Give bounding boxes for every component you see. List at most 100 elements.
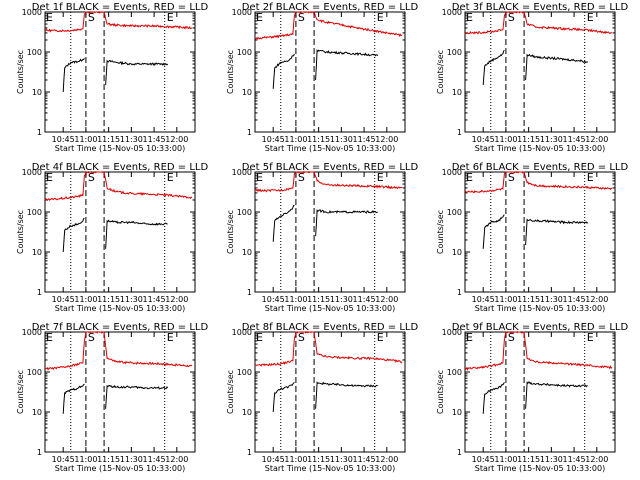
x-tick-label: 10:45: [52, 135, 75, 144]
x-tick-label: 11:15: [307, 135, 330, 144]
lld-series-line: [254, 11, 403, 40]
y-tick-label: 10: [452, 408, 462, 417]
x-axis-label: Start Time (15-Nov-05 10:33:00): [55, 464, 185, 473]
y-tick-label: 1000: [442, 8, 462, 17]
y-tick-label: 1: [457, 128, 462, 137]
x-tick-label: 11:45: [143, 455, 166, 464]
y-tick-label: 1: [457, 448, 462, 457]
x-axis-label: Start Time (15-Nov-05 10:33:00): [265, 304, 395, 313]
y-axis-label: Counts/sec: [16, 210, 25, 254]
y-axis-label: Counts/sec: [16, 370, 25, 414]
detector-panel: Det 2f BLACK = Events, RED = LLD 1 10 100 10…: [226, 2, 418, 153]
y-axis-label: Counts/sec: [436, 210, 445, 254]
y-tick-label: 1: [37, 128, 42, 137]
events-series-line: [482, 49, 505, 86]
events-series-line: [105, 384, 169, 409]
x-tick-label: 10:45: [472, 135, 495, 144]
x-tick-label: 12:00: [375, 135, 398, 144]
y-axis-label: Counts/sec: [226, 370, 235, 414]
y-tick-label: 100: [237, 208, 252, 217]
plot-frame: [254, 171, 406, 293]
y-tick-label: 1: [247, 128, 252, 137]
x-tick-label: 11:00: [74, 455, 97, 464]
events-series-line: [482, 214, 505, 249]
x-tick-label: 11:30: [540, 295, 563, 304]
panel-title: Det 7f BLACK = Events, RED = LLD: [32, 322, 209, 333]
x-axis-label: Start Time (15-Nov-05 10:33:00): [475, 144, 605, 153]
x-tick-label: 11:15: [517, 455, 540, 464]
y-tick-label: 10: [452, 88, 462, 97]
event-marker-label: S: [508, 171, 515, 184]
lld-series-line: [464, 171, 613, 194]
detector-panel: Det 3f BLACK = Events, RED = LLD 1 10 100 10…: [436, 2, 628, 153]
y-tick-label: 1: [457, 288, 462, 297]
event-marker-label: E: [377, 11, 384, 24]
event-marker-label: E: [46, 331, 53, 344]
events-series-line: [525, 381, 588, 409]
y-tick-label: 1: [247, 288, 252, 297]
x-tick-label: 11:15: [517, 135, 540, 144]
x-tick-label: 11:30: [330, 455, 353, 464]
event-marker-label: E: [466, 171, 473, 184]
y-tick-label: 1: [37, 288, 42, 297]
lld-series-line: [464, 11, 613, 35]
lld-series-line: [44, 331, 193, 371]
x-tick-label: 11:00: [284, 295, 307, 304]
plot-frame: [464, 171, 616, 293]
lld-series-line: [44, 11, 193, 33]
event-marker-label: E: [167, 171, 174, 184]
event-marker-label: S: [508, 11, 515, 24]
event-marker-label: S: [508, 331, 515, 344]
y-tick-label: 1000: [22, 8, 42, 17]
x-tick-label: 11:00: [74, 135, 97, 144]
y-axis-label: Counts/sec: [16, 50, 25, 94]
x-tick-label: 11:00: [74, 295, 97, 304]
x-tick-label: 11:00: [494, 455, 517, 464]
y-tick-label: 100: [27, 48, 42, 57]
x-axis-label: Start Time (15-Nov-05 10:33:00): [265, 144, 395, 153]
x-axis-label: Start Time (15-Nov-05 10:33:00): [265, 464, 395, 473]
lld-series-line: [464, 331, 613, 371]
events-series-line: [272, 204, 295, 242]
event-marker-label: S: [88, 11, 95, 24]
events-series-line: [105, 59, 169, 86]
x-tick-label: 10:45: [262, 295, 285, 304]
x-tick-label: 12:00: [375, 455, 398, 464]
x-axis-label: Start Time (15-Nov-05 10:33:00): [475, 304, 605, 313]
x-tick-label: 12:00: [165, 455, 188, 464]
plot-frame: [44, 11, 196, 133]
x-tick-label: 10:45: [52, 295, 75, 304]
x-tick-label: 11:15: [97, 135, 120, 144]
plot-frame: [464, 331, 616, 453]
y-tick-label: 10: [32, 88, 42, 97]
events-series-line: [315, 209, 378, 237]
x-tick-label: 12:00: [165, 135, 188, 144]
plot-frame: [44, 331, 196, 453]
y-tick-label: 10: [32, 408, 42, 417]
x-tick-label: 11:45: [563, 135, 586, 144]
event-marker-label: S: [88, 331, 95, 344]
x-tick-label: 12:00: [585, 455, 608, 464]
event-marker-label: E: [466, 331, 473, 344]
events-series-line: [525, 218, 589, 246]
x-tick-label: 11:00: [494, 295, 517, 304]
y-tick-label: 100: [447, 368, 462, 377]
x-tick-label: 11:45: [143, 295, 166, 304]
x-tick-label: 11:00: [494, 135, 517, 144]
event-marker-label: E: [587, 171, 594, 184]
plot-frame: [44, 171, 196, 293]
x-tick-label: 12:00: [375, 295, 398, 304]
y-axis-label: Counts/sec: [226, 210, 235, 254]
y-tick-label: 100: [27, 368, 42, 377]
y-tick-label: 10: [452, 248, 462, 257]
x-tick-label: 12:00: [165, 295, 188, 304]
x-tick-label: 11:15: [97, 455, 120, 464]
y-tick-label: 1: [37, 448, 42, 457]
events-series-line: [105, 219, 168, 249]
detector-panel: Det 1f BLACK = Events, RED = LLD 1 10 100 10…: [16, 2, 208, 153]
y-tick-label: 1: [247, 448, 252, 457]
event-marker-label: E: [466, 11, 473, 24]
event-marker-label: E: [46, 11, 53, 24]
event-marker-label: E: [587, 11, 594, 24]
y-tick-label: 100: [447, 208, 462, 217]
